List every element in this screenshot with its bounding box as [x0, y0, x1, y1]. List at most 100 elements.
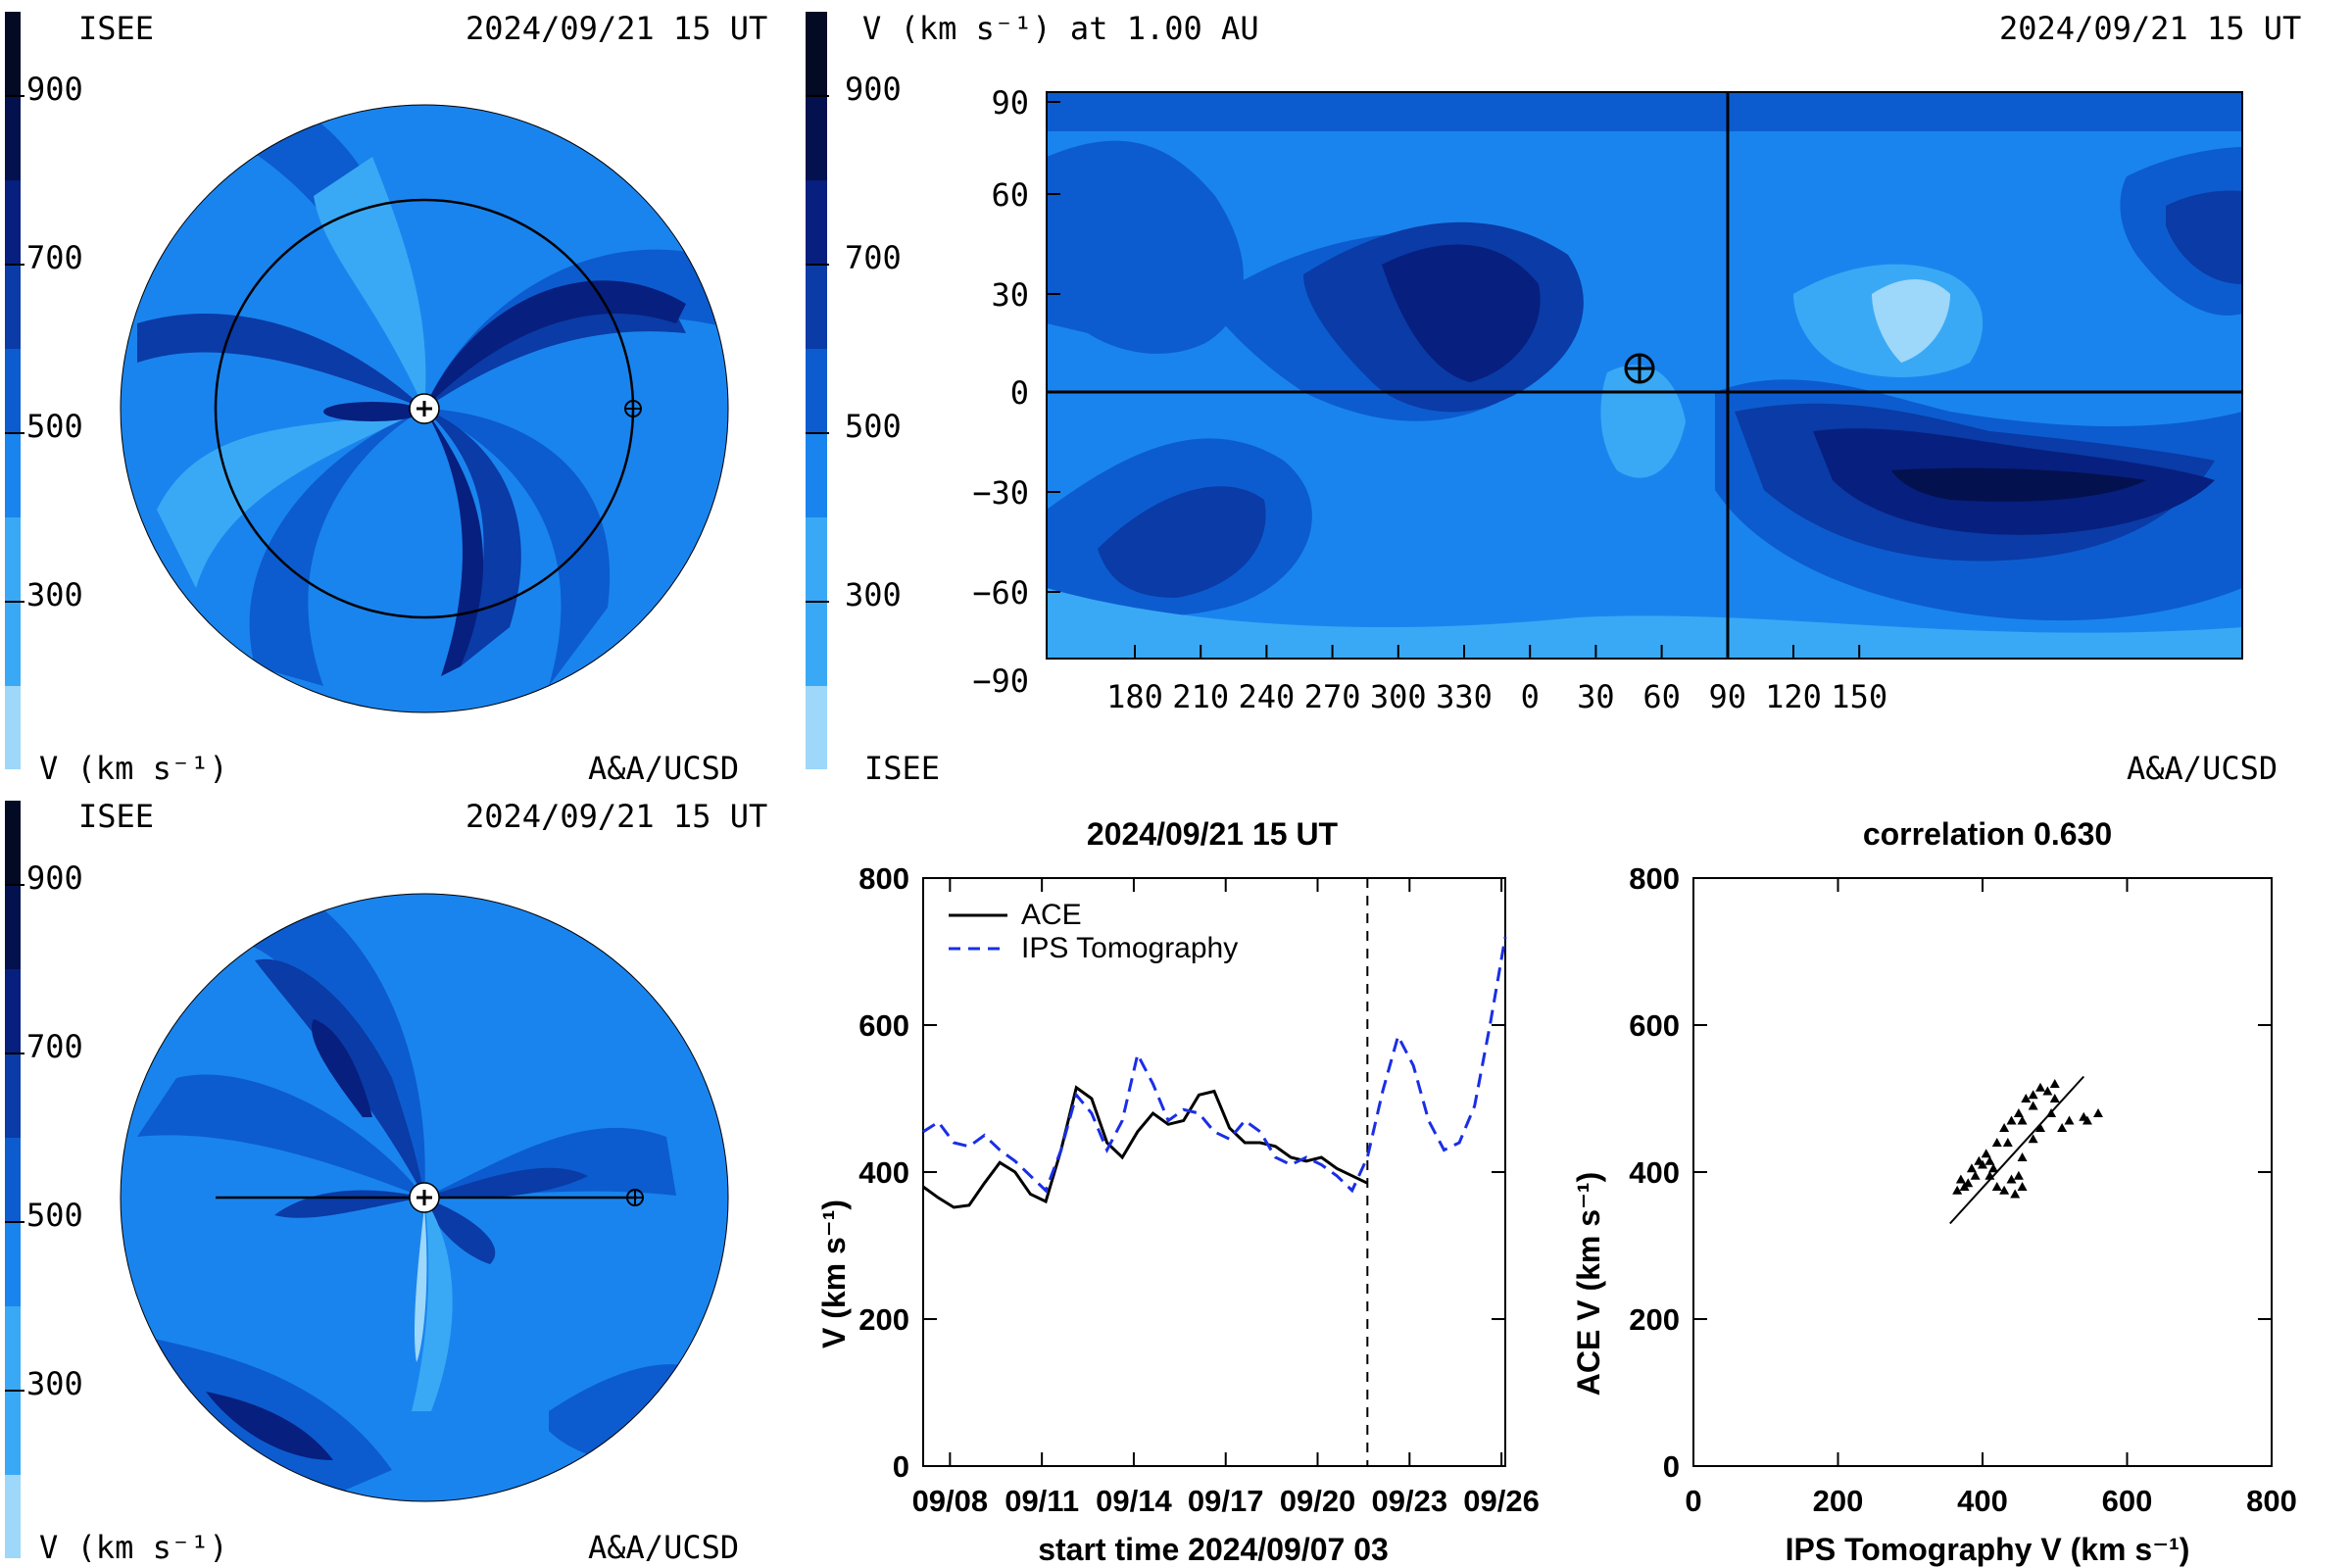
sc-point: [2093, 1108, 2103, 1117]
ts-xtick-label: 09/23: [1372, 1484, 1448, 1518]
sc-point: [2028, 1134, 2038, 1144]
map-xtick-label: 30: [1577, 678, 1615, 715]
meridional-org: ISEE: [78, 798, 154, 835]
map-date: 2024/09/21 15 UT: [1999, 10, 2301, 47]
ecliptic-arm-6: [137, 314, 424, 409]
meridional-unit-label: V (km s⁻¹): [39, 1529, 228, 1566]
map-region-15: [1047, 588, 2242, 659]
ecliptic-panel: 900 700 500 300 ISEE 2024/09/21 15 UT: [0, 0, 794, 787]
meridional-lobe-3: [255, 958, 424, 1198]
map-xtick-label: 120: [1765, 678, 1822, 715]
sc-point: [1988, 1163, 1999, 1173]
map-ytick-m60: −60: [972, 574, 1029, 612]
sc-point: [2013, 1108, 2024, 1117]
sc-ytick-label: 600: [1629, 1008, 1680, 1043]
timeseries-legend: ACE IPS Tomography: [949, 899, 1238, 964]
cb1-seg-500: [5, 349, 21, 433]
sc-ytick-label: 0: [1663, 1449, 1680, 1484]
cb2-seg-500: [806, 349, 827, 433]
sc-point: [2064, 1115, 2075, 1125]
legend-tomo-label: IPS Tomography: [1021, 932, 1238, 964]
cb2-seg-800: [806, 96, 827, 180]
scatter-panel: correlation 0.630 ACE V (km s⁻¹) IPS Tom…: [1558, 784, 2352, 1568]
ecliptic-arm-3: [424, 409, 611, 686]
ts-series-ace: [922, 1085, 1368, 1209]
meridional-panel: 900 700 500 300 ISEE 2024/09/21 15 UT: [0, 784, 794, 1568]
ts-series-tomography: [922, 936, 1507, 1194]
sc-point: [2002, 1138, 2013, 1147]
map-earth-symbol: [1624, 353, 1655, 384]
timeseries-plot: 0 200 400 600 800 09/08 09/11 09/14 09/17 09/20 09…: [858, 861, 1540, 1518]
meridional-sun-symbol: [409, 1182, 440, 1213]
timeseries-ylabel: V (km s⁻¹): [816, 1200, 852, 1348]
ecliptic-arm-1: [424, 249, 728, 409]
sc-point: [2082, 1115, 2092, 1125]
map-ytick-0: 0: [1010, 374, 1029, 412]
ts-ytick-label: 0: [893, 1449, 909, 1484]
sc-point: [1952, 1185, 1963, 1195]
scatter-ylabel: ACE V (km s⁻¹): [1571, 1172, 1606, 1396]
map-region-14: [2166, 190, 2242, 284]
sc-point: [2028, 1090, 2038, 1100]
timeseries-panel: 2024/09/21 15 UT V (km s⁻¹) start time 2…: [794, 784, 1558, 1568]
map-xtick-label: 210: [1172, 678, 1229, 715]
sc-point: [1978, 1159, 1987, 1169]
scatter-plot: 0 200 400 600 800 0 200 400 600 800: [1629, 861, 2297, 1518]
ecliptic-arm-8: [314, 157, 426, 409]
cb1-seg-le300: [5, 686, 21, 769]
ecliptic-arm-5: [249, 409, 424, 686]
sc-xtick-label: 400: [1957, 1484, 2008, 1518]
map-title: V (km s⁻¹) at 1.00 AU: [862, 10, 1259, 47]
cb2-tick-900: 900: [845, 71, 902, 108]
sc-point: [2049, 1079, 2060, 1088]
meridional-lobe-6: [424, 1167, 588, 1199]
cb1-tick-500: 500: [26, 408, 83, 445]
sun-symbol: [409, 393, 440, 424]
meridional-lobe-12: [414, 1207, 427, 1362]
map-x-axis: 180 210 240 270 300 330 0 30 60 90 120 150: [1106, 645, 1887, 715]
meridional-lobe-4: [312, 1019, 372, 1117]
map-colorbar: 900 700 500 300: [806, 12, 902, 769]
map-panel: 900 700 500 300 V (km s⁻¹) at 1.00 AU 20…: [794, 0, 2352, 787]
sc-xtick-label: 200: [1813, 1484, 1864, 1518]
ecliptic-arm-2: [424, 284, 686, 409]
cb1-tick-700: 700: [26, 239, 83, 276]
sc-ytick-label: 400: [1629, 1155, 1680, 1190]
timeseries-xlabel: start time 2024/09/07 03: [1038, 1532, 1389, 1567]
sc-point: [1966, 1163, 1977, 1173]
map-y-axis: 90 60 30 0 −30 −60 −90: [972, 84, 1060, 700]
timeseries-title: 2024/09/21 15 UT: [1087, 816, 1339, 852]
timeseries-frame: [922, 877, 1506, 1467]
map-xtick-label: 60: [1642, 678, 1681, 715]
map-region-6: [1098, 486, 1266, 598]
cb1-seg-600: [5, 265, 21, 349]
map-xtick-label: 270: [1304, 678, 1361, 715]
map-region-10: [1891, 467, 2146, 502]
map-region-12: [1872, 279, 1950, 363]
cb3-seg-900: [5, 801, 21, 885]
ecliptic-colorbar: 900 700 500 300: [5, 12, 83, 769]
ts-xtick-label: 09/11: [1004, 1484, 1079, 1518]
sc-point: [2021, 1094, 2032, 1102]
sc-point: [2017, 1152, 2028, 1161]
scatter-frame: [1692, 877, 2273, 1467]
cb3-seg-le300: [5, 1475, 21, 1558]
scatter-xlabel: IPS Tomography V (km s⁻¹): [1786, 1532, 2190, 1567]
sc-point: [2035, 1082, 2045, 1092]
cb3-tick-500: 500: [26, 1197, 83, 1234]
map-region-4: [1382, 244, 1541, 382]
meridional-lobe-1: [137, 1074, 424, 1198]
cb3-tick-900: 900: [26, 859, 83, 897]
cb3-seg-800: [5, 885, 21, 969]
sc-point: [2017, 1182, 2028, 1191]
meridional-earth-symbol: [626, 1189, 644, 1206]
map-xtick-label: 330: [1436, 678, 1493, 715]
sc-point: [1991, 1182, 2002, 1191]
sc-point: [1955, 1174, 1966, 1184]
map-field: [1047, 92, 2242, 659]
sc-point: [2010, 1189, 2021, 1199]
ts-ytick-label: 800: [858, 861, 909, 896]
sc-point: [1991, 1138, 2002, 1147]
scatter-title: correlation 0.630: [1863, 816, 2112, 852]
ecliptic-arm-9: [157, 409, 424, 588]
